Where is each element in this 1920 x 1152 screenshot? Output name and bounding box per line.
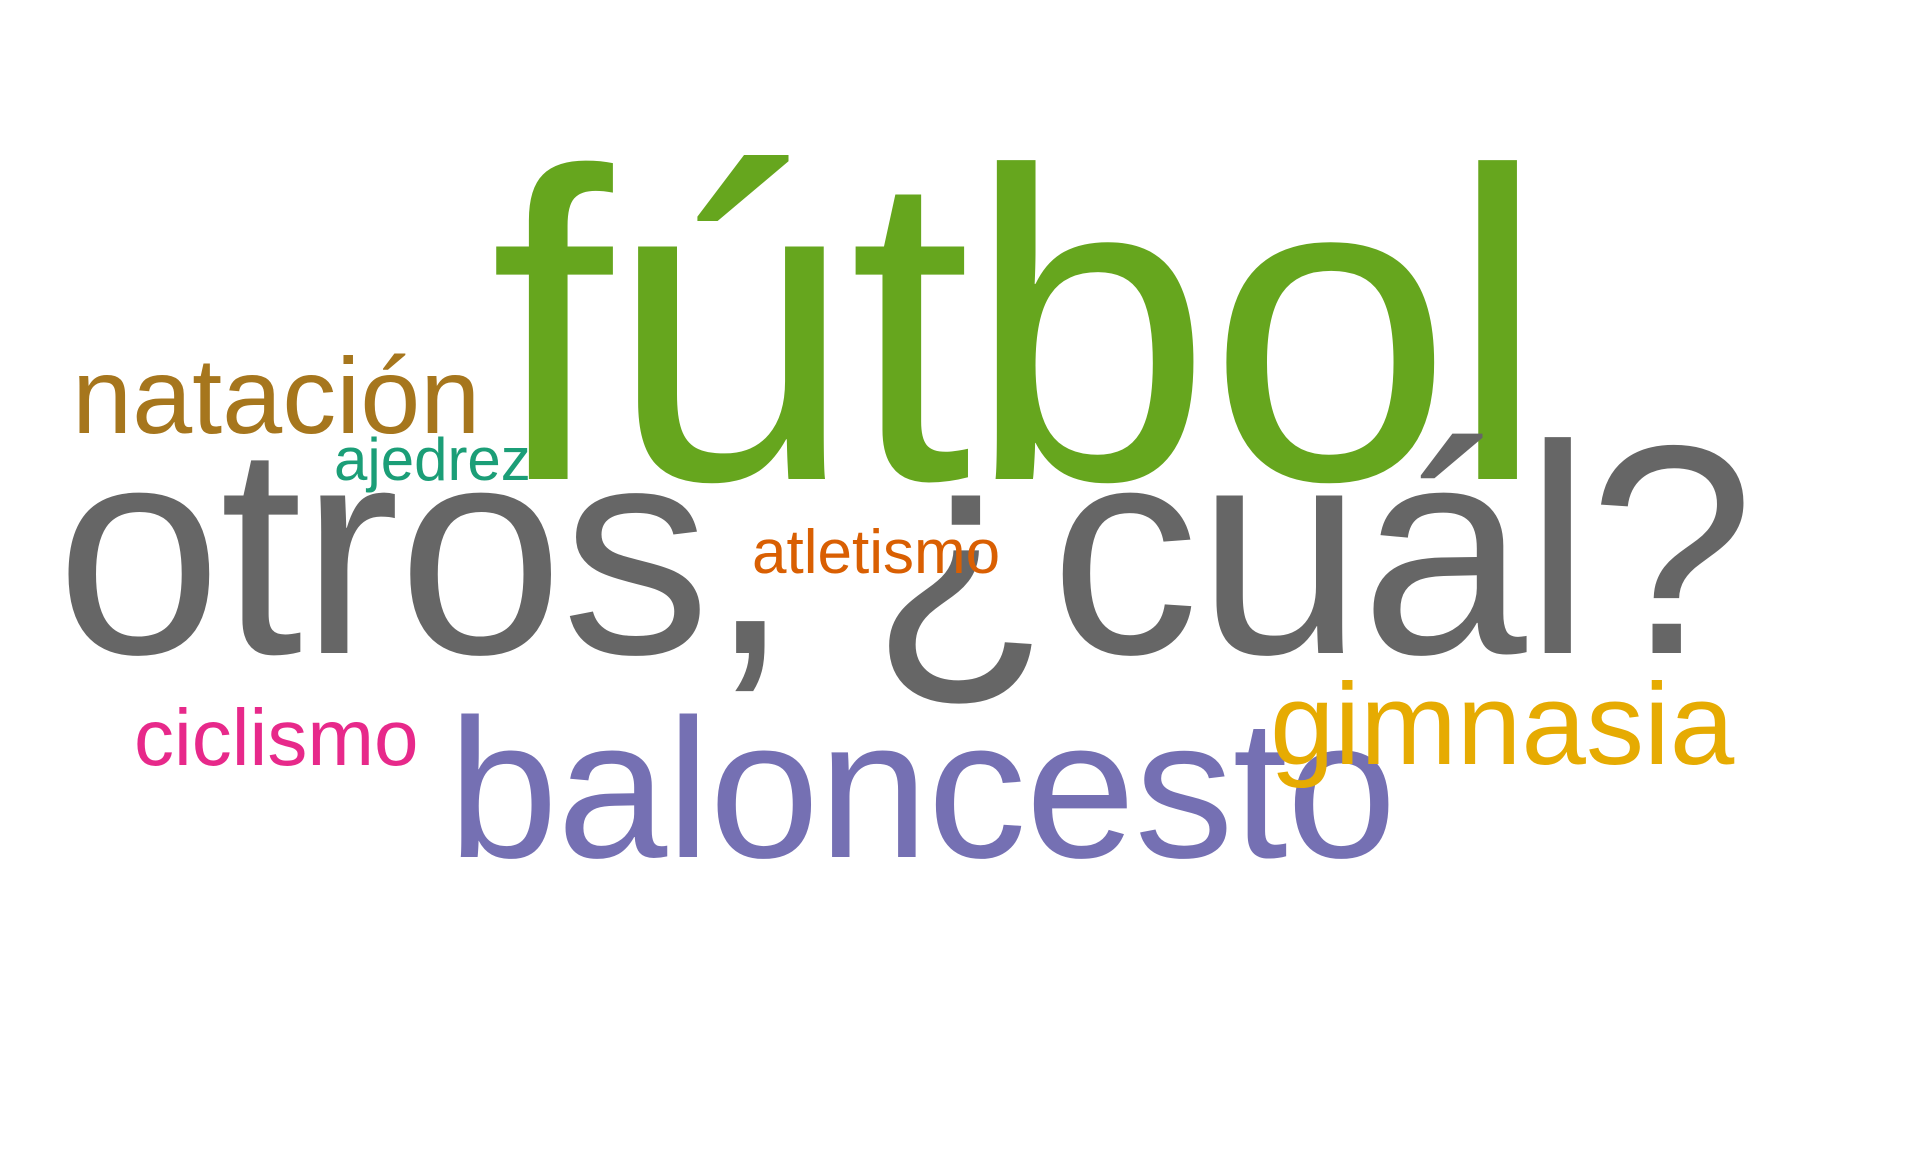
word-ajedrez: ajedrez [334, 426, 531, 493]
word-atletismo: atletismo [752, 518, 1001, 587]
word-ciclismo: ciclismo [134, 693, 419, 782]
word-gimnasia: gimnasia [1270, 659, 1735, 789]
word-futbol: fútbol [490, 82, 1546, 573]
word-baloncesto: baloncesto [448, 678, 1397, 899]
word-otros-cual: otros, ¿cuál? [56, 384, 1755, 717]
word-natacion: natación [72, 335, 481, 456]
